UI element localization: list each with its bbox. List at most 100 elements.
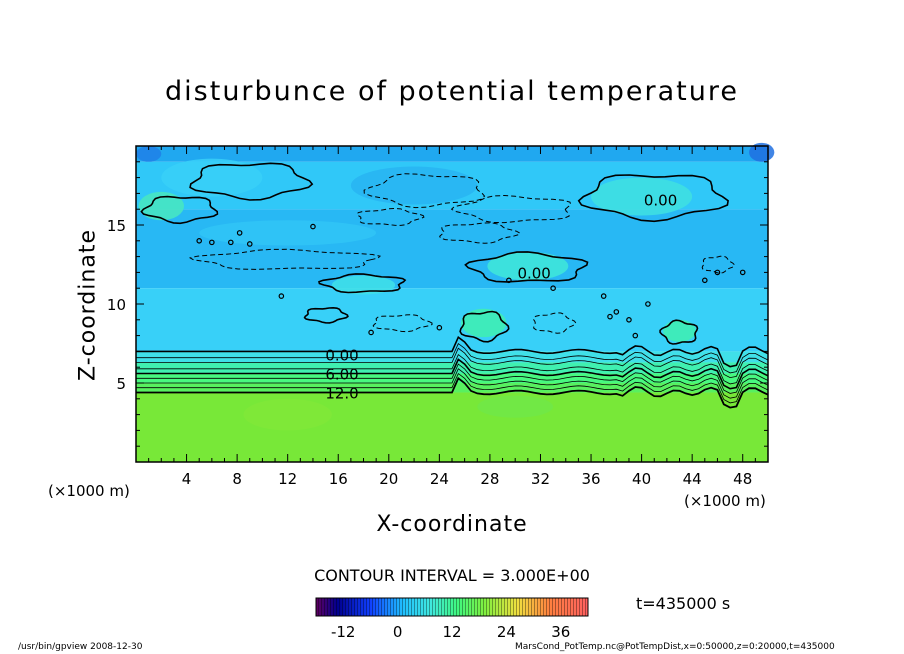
heatmap-layer: [136, 209, 768, 289]
contour-line: [659, 319, 699, 345]
y-axis-label: Z-coordinate: [75, 229, 101, 381]
contour-speck: [209, 239, 215, 246]
colorbar-tick-label: 0: [393, 623, 403, 641]
heatmap-patch: [591, 177, 693, 216]
contour-speck: [368, 329, 374, 336]
contour-speck: [607, 313, 613, 320]
x-tick-label: 32: [531, 470, 550, 488]
contour-speck: [632, 332, 639, 339]
x-unit-label-left: (×1000 m): [48, 482, 130, 500]
heatmap-layer: [136, 392, 768, 462]
time-label: t=435000 s: [636, 594, 731, 613]
contour-line: [464, 251, 589, 283]
contour-speck: [600, 293, 607, 299]
x-tick-label: 20: [379, 470, 398, 488]
heatmap-patch: [477, 395, 554, 418]
chart-title: disturbunce of potential temperature: [165, 76, 739, 107]
x-tick-label: 24: [430, 470, 449, 488]
colorbar: -12 0 12 24 36: [315, 597, 589, 641]
contour-line-dashed: [363, 173, 486, 209]
contour-speck: [436, 324, 443, 331]
contour-speck: [550, 285, 556, 292]
contour-line: [318, 273, 407, 294]
colorbar-frame: [315, 597, 589, 617]
colorbar-tick-label: 36: [551, 623, 570, 641]
contour-speck: [739, 269, 746, 276]
heatmap-patches: [136, 142, 775, 431]
x-tick-labels: 4 8 12 16 20 24 28 32 36 40 44 48: [182, 470, 752, 488]
contour-line: [136, 363, 769, 394]
x-tick-label: 36: [581, 470, 600, 488]
contour-speck: [310, 223, 316, 230]
contour-line: [136, 342, 769, 374]
axis-ticks: [136, 146, 768, 462]
contour-speck: [626, 316, 632, 323]
contour-line: [459, 310, 510, 343]
heatmap-patch: [460, 308, 507, 338]
heatmap-patch: [161, 158, 263, 197]
y-tick-labels: 5 10 15: [107, 217, 126, 393]
contour-line: [303, 306, 349, 324]
contour-line-dashed: [533, 312, 577, 334]
heatmap-patch: [199, 220, 377, 246]
y-tick-label: 10: [107, 296, 126, 314]
contour-speck: [278, 293, 285, 299]
contour-line: [189, 162, 314, 201]
contour-line: [136, 368, 769, 399]
contour-line: [136, 372, 769, 404]
contour-speck: [506, 277, 512, 284]
contour-interval-label: CONTOUR INTERVAL = 3.000E+00: [314, 566, 590, 585]
x-tick-label: 8: [232, 470, 242, 488]
contour-line: [136, 335, 769, 368]
contour-speck: [246, 241, 253, 247]
y-tick-label: 15: [107, 217, 126, 235]
x-tick-label: 28: [480, 470, 499, 488]
contour-line: [577, 174, 729, 223]
heatmap-patch: [663, 319, 696, 342]
contour-speck: [236, 230, 243, 236]
footer-left: /usr/bin/gpview 2008-12-30: [18, 642, 143, 652]
heatmap-layer: [136, 288, 768, 352]
contour-speck: [701, 277, 708, 284]
footer-right: MarsCond_PotTemp.nc@PotTempDist,x=0:5000…: [515, 642, 835, 652]
heatmap-patch: [350, 166, 478, 205]
contour-speck: [196, 238, 203, 244]
contour-speck: [645, 301, 651, 307]
contour-label: 0.00: [644, 192, 677, 210]
contour-line-dashed: [188, 248, 382, 270]
contour-line-dashed: [450, 194, 572, 224]
contour-line-dashed: [701, 255, 735, 274]
colorbar-tick-label: 24: [497, 623, 516, 641]
contour-speck: [714, 269, 721, 276]
colorbar-stripes: [316, 598, 588, 616]
x-tick-label: 12: [278, 470, 297, 488]
x-unit-label-right: (×1000 m): [684, 492, 766, 510]
heatmap-patch: [138, 191, 185, 221]
x-tick-label: 4: [182, 470, 192, 488]
contour-speck: [613, 309, 620, 315]
contour-line: [136, 353, 769, 385]
contour-line: [136, 358, 769, 390]
heatmap-layer: [136, 146, 768, 162]
contour-label: 12.0: [325, 384, 358, 402]
x-tick-label: 48: [733, 470, 752, 488]
colorbar-tick-label: 12: [442, 623, 461, 641]
heatmap-patch: [487, 251, 569, 281]
contour-line: [140, 195, 219, 225]
heatmap-patch: [136, 146, 162, 162]
x-tick-label: 40: [632, 470, 651, 488]
contour-label: 0.00: [517, 264, 550, 282]
colorbar-tick-label: -12: [331, 623, 356, 641]
contour-line: [136, 347, 769, 379]
contour-line-dashed: [356, 207, 425, 226]
contour-line: [136, 376, 769, 409]
x-tick-label: 16: [329, 470, 348, 488]
contour-lines: [136, 162, 769, 409]
heatmap-patch: [243, 398, 332, 431]
contour-label: 0.00: [325, 347, 358, 365]
heatmap-patch: [331, 275, 396, 295]
contour-line-dashed: [372, 314, 433, 333]
x-axis-label: X-coordinate: [376, 512, 528, 537]
